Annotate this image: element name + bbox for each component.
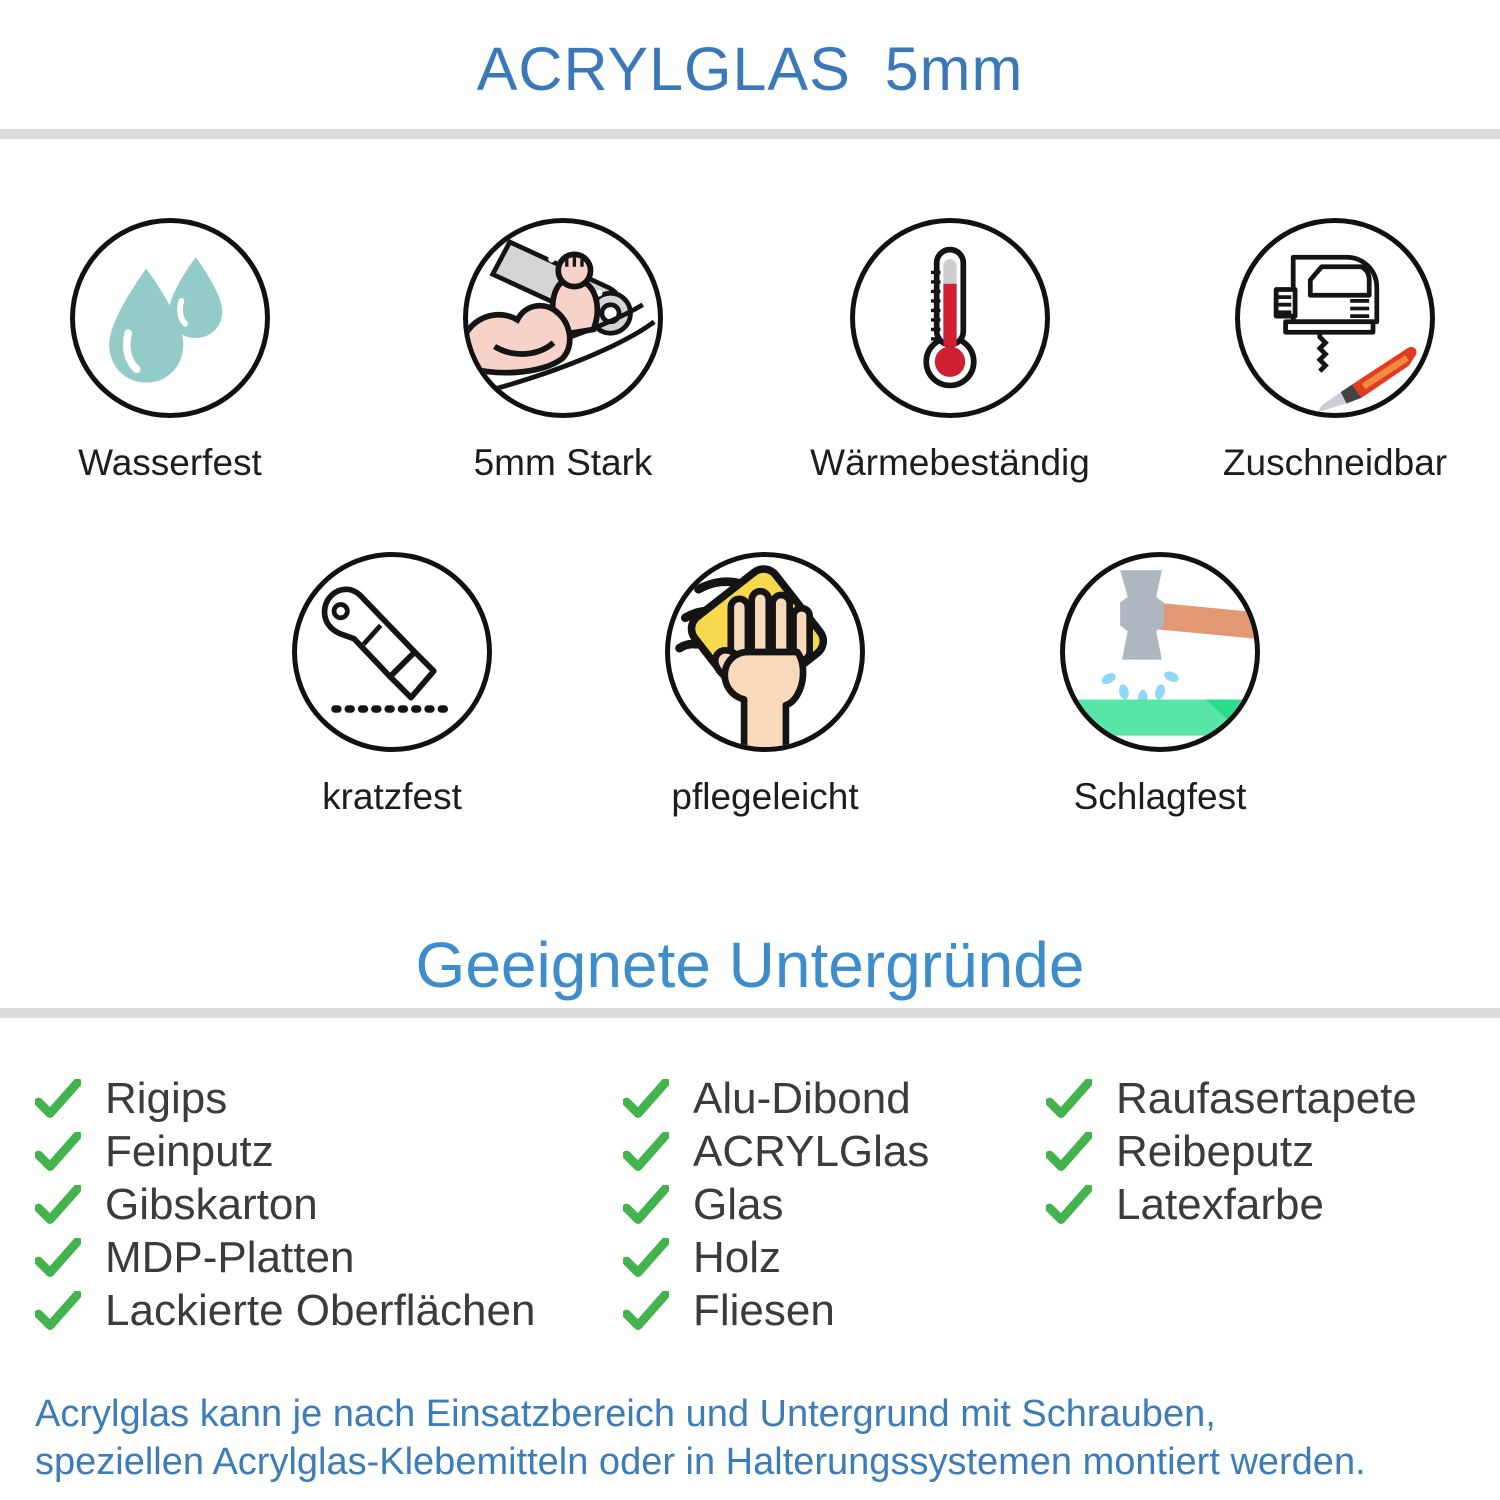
list-item-label: Reibeputz	[1116, 1126, 1315, 1176]
footer-note: Acrylglas kann je nach Einsatzbereich un…	[35, 1390, 1366, 1486]
list-item: Rigips	[35, 1072, 535, 1125]
feature-schlagfest: Schlagfest	[990, 552, 1330, 818]
feature-label: Wärmebeständig	[810, 442, 1090, 483]
muscle-arm-icon	[468, 238, 656, 395]
footer-line-1: Acrylglas kann je nach Einsatzbereich un…	[35, 1393, 1216, 1435]
list-item: Lackierte Oberflächen	[35, 1284, 535, 1337]
check-icon	[35, 1291, 81, 1330]
list-item-label: MDP-Platten	[105, 1232, 355, 1282]
check-icon	[623, 1238, 669, 1277]
check-icon	[35, 1185, 81, 1224]
jigsaw-cutter-icon	[1273, 254, 1417, 413]
feature-5mm-stark: 5mm Stark	[393, 218, 733, 484]
list-item-label: Rigips	[105, 1073, 228, 1123]
list-item: Reibeputz	[1046, 1125, 1417, 1178]
divider-top	[0, 129, 1500, 139]
feature-label: Schlagfest	[1073, 776, 1247, 817]
check-icon	[35, 1132, 81, 1171]
feature-circle	[850, 218, 1050, 418]
feature-waermebestaendig: Wärmebeständig	[780, 218, 1120, 484]
feature-kratzfest: kratzfest	[222, 552, 562, 818]
feature-label: 5mm Stark	[473, 442, 653, 483]
check-icon	[35, 1079, 81, 1118]
list-item-label: Holz	[693, 1232, 782, 1282]
feature-zuschneidbar: Zuschneidbar	[1165, 218, 1500, 484]
list-item: Holz	[623, 1231, 929, 1284]
utility-knife-icon	[321, 586, 453, 713]
section-heading: Geeignete Untergründe	[415, 929, 1085, 1001]
feature-label: Zuschneidbar	[1222, 442, 1448, 483]
check-icon	[623, 1291, 669, 1330]
list-item: Latexfarbe	[1046, 1178, 1417, 1231]
feature-circle	[1235, 218, 1435, 418]
list-item: Fliesen	[623, 1284, 929, 1337]
feature-wasserfest: Wasserfest	[0, 218, 340, 484]
feature-label: Wasserfest	[78, 442, 262, 483]
feature-label: pflegeleicht	[671, 776, 859, 817]
check-icon	[35, 1238, 81, 1277]
feature-circle	[70, 218, 270, 418]
list-item-label: Latexfarbe	[1116, 1179, 1324, 1229]
list-item: Raufasertapete	[1046, 1072, 1417, 1125]
thermometer-icon	[923, 246, 977, 389]
substrate-column-1: Rigips Feinputz Gibskarton MDP-Platten L…	[35, 1072, 535, 1337]
list-item-label: Feinputz	[105, 1126, 274, 1176]
water-drops-icon	[109, 257, 223, 383]
substrate-column-3: Raufasertapete Reibeputz Latexfarbe	[1046, 1072, 1417, 1231]
list-item-label: Fliesen	[693, 1285, 835, 1335]
list-item-label: Raufasertapete	[1116, 1073, 1417, 1123]
divider-middle	[0, 1008, 1500, 1018]
footer-line-2: speziellen Acrylglas-Klebemitteln oder i…	[35, 1441, 1366, 1483]
list-item-label: Glas	[693, 1179, 784, 1229]
check-icon	[623, 1185, 669, 1224]
feature-label: kratzfest	[322, 776, 462, 817]
check-icon	[1046, 1132, 1092, 1171]
list-item: Glas	[623, 1178, 929, 1231]
list-item-label: Lackierte Oberflächen	[105, 1285, 536, 1335]
list-item: MDP-Platten	[35, 1231, 535, 1284]
list-item-label: ACRYLGlas	[693, 1126, 930, 1176]
list-item: ACRYLGlas	[623, 1125, 929, 1178]
feature-circle	[292, 552, 492, 752]
page-title: ACRYLGLAS 5mm	[476, 35, 1024, 103]
list-item: Feinputz	[35, 1125, 535, 1178]
check-icon	[623, 1132, 669, 1171]
check-icon	[1046, 1079, 1092, 1118]
feature-circle	[1060, 552, 1260, 752]
feature-circle	[463, 218, 663, 418]
check-icon	[623, 1079, 669, 1118]
feature-circle	[665, 552, 865, 752]
hammer-icon	[1078, 570, 1255, 736]
substrate-column-2: Alu-Dibond ACRYLGlas Glas Holz Fliesen	[623, 1072, 929, 1337]
feature-pflegeleicht: pflegeleicht	[595, 552, 935, 818]
list-item: Gibskarton	[35, 1178, 535, 1231]
list-item-label: Gibskarton	[105, 1179, 318, 1229]
list-item: Alu-Dibond	[623, 1072, 929, 1125]
cleaning-hand-icon	[675, 565, 828, 747]
check-icon	[1046, 1185, 1092, 1224]
list-item-label: Alu-Dibond	[693, 1073, 911, 1123]
